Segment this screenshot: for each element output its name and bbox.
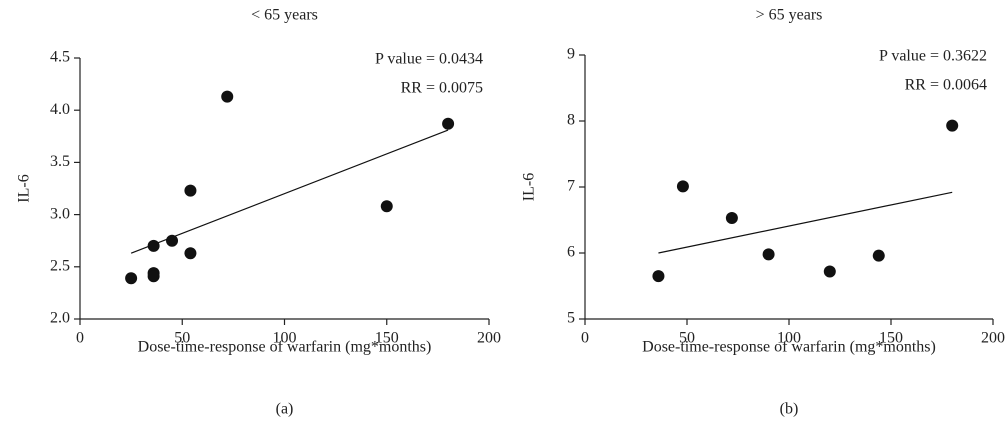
annotation: P value = 0.3622 xyxy=(879,48,987,65)
chart-title: < 65 years xyxy=(251,7,318,24)
data-point xyxy=(725,212,738,225)
data-point xyxy=(762,248,775,261)
x-tick-label: 200 xyxy=(477,330,501,347)
x-tick-label: 100 xyxy=(777,330,801,347)
data-point xyxy=(166,234,179,247)
x-tick-label: 100 xyxy=(273,330,297,347)
fit-line xyxy=(658,191,953,254)
data-point xyxy=(221,90,234,103)
annotation: RR = 0.0064 xyxy=(905,77,987,94)
x-tick-label: 50 xyxy=(679,330,695,347)
y-tick-label: 5 xyxy=(567,310,575,327)
x-tick-label: 150 xyxy=(375,330,399,347)
y-tick-label: 3.5 xyxy=(50,153,70,170)
data-point xyxy=(147,239,160,252)
chart-title: > 65 years xyxy=(756,7,823,24)
caption: (b) xyxy=(780,401,799,418)
x-tick-label: 0 xyxy=(581,330,589,347)
y-tick-label: 3.0 xyxy=(50,205,70,222)
data-point xyxy=(676,180,689,193)
y-tick-label: 6 xyxy=(567,244,575,261)
annotation: RR = 0.0075 xyxy=(401,80,483,97)
data-point xyxy=(147,270,160,283)
data-point xyxy=(872,249,885,262)
x-tick-label: 200 xyxy=(981,330,1005,347)
y-tick-label: 8 xyxy=(567,112,575,129)
x-axis-label: Dose-time-response of warfarin (mg*month… xyxy=(138,339,432,356)
fit-line xyxy=(130,129,449,254)
x-tick-label: 50 xyxy=(174,330,190,347)
data-point xyxy=(380,200,393,213)
x-tick-label: 0 xyxy=(76,330,84,347)
data-point xyxy=(125,272,138,285)
data-point xyxy=(946,119,959,132)
data-point xyxy=(442,117,455,130)
x-axis-label: Dose-time-response of warfarin (mg*month… xyxy=(642,339,936,356)
annotation: P value = 0.0434 xyxy=(375,51,483,68)
y-axis-label: IL-6 xyxy=(521,173,538,201)
y-tick-label: 4.5 xyxy=(50,49,70,66)
y-axis-label: IL-6 xyxy=(16,174,33,202)
y-tick-label: 9 xyxy=(567,46,575,63)
y-tick-label: 7 xyxy=(567,178,575,195)
y-tick-label: 2.5 xyxy=(50,257,70,274)
data-point xyxy=(652,270,665,283)
x-tick-label: 150 xyxy=(879,330,903,347)
data-point xyxy=(184,184,197,197)
data-point xyxy=(823,265,836,278)
data-point xyxy=(184,247,197,260)
y-tick-label: 2.0 xyxy=(50,310,70,327)
caption: (a) xyxy=(276,401,294,418)
y-tick-label: 4.0 xyxy=(50,101,70,118)
